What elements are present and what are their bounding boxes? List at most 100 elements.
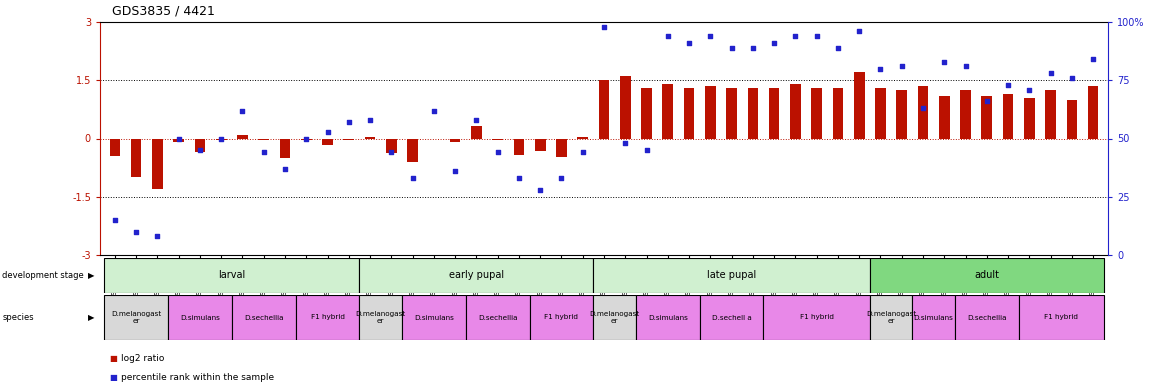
Bar (322, 139, 332, 146)
Bar (870, 258, 1104, 293)
Point (296, 136, 315, 142)
Text: ■: ■ (109, 373, 117, 382)
Point (233, 108, 251, 114)
Text: adult: adult (974, 270, 999, 280)
Bar (1067, 100, 1077, 139)
Point (276, 166, 294, 172)
Point (403, 175, 422, 181)
Bar (110, 139, 120, 156)
Point (510, 175, 528, 181)
Point (530, 187, 549, 193)
Bar (705, 86, 716, 139)
Point (212, 136, 230, 142)
Bar (620, 76, 631, 139)
Bar (258, 139, 269, 140)
Text: late pupal: late pupal (708, 270, 756, 280)
Bar (763, 295, 870, 340)
Bar (131, 139, 141, 177)
Bar (152, 139, 163, 189)
Bar (870, 295, 913, 340)
Point (1020, 86, 1039, 93)
Point (489, 149, 507, 156)
Point (148, 233, 167, 240)
Bar (104, 258, 359, 293)
Text: log2 ratio: log2 ratio (120, 354, 164, 363)
Bar (237, 136, 248, 139)
Point (339, 119, 358, 125)
Bar (769, 88, 779, 139)
Bar (359, 295, 402, 340)
Point (616, 140, 635, 146)
Text: larval: larval (218, 270, 245, 280)
Text: ▶: ▶ (88, 313, 94, 322)
Bar (280, 139, 291, 158)
Bar (365, 137, 375, 139)
Text: D.sechellia: D.sechellia (244, 314, 284, 321)
Bar (492, 139, 503, 140)
Bar (529, 295, 593, 340)
Bar (449, 139, 461, 142)
Bar (1019, 295, 1104, 340)
Bar (699, 295, 763, 340)
Point (999, 82, 1018, 88)
Text: GDS3835 / 4421: GDS3835 / 4421 (111, 4, 214, 17)
Bar (514, 139, 525, 155)
Point (659, 33, 677, 39)
Bar (359, 258, 593, 293)
Bar (636, 295, 699, 340)
Bar (174, 139, 184, 142)
Text: F1 hybrid: F1 hybrid (800, 314, 834, 321)
Point (914, 105, 932, 111)
Point (680, 40, 698, 46)
Bar (1087, 86, 1099, 139)
Bar (642, 88, 652, 139)
Bar (466, 295, 529, 340)
Text: percentile rank within the sample: percentile rank within the sample (120, 373, 274, 382)
Bar (386, 139, 397, 153)
Point (105, 217, 124, 223)
Text: D.simulans: D.simulans (179, 314, 220, 321)
Bar (939, 96, 950, 139)
Text: development stage: development stage (2, 271, 85, 280)
Text: D.sechell a: D.sechell a (712, 314, 752, 321)
Bar (104, 295, 168, 340)
Point (743, 45, 762, 51)
Bar (215, 139, 227, 140)
Text: D.simulans: D.simulans (413, 314, 454, 321)
Text: F1 hybrid: F1 hybrid (1045, 314, 1078, 321)
Text: D.sechellia: D.sechellia (478, 314, 518, 321)
Point (127, 228, 146, 235)
Text: D.simulans: D.simulans (914, 314, 953, 321)
Bar (402, 295, 466, 340)
Bar (295, 295, 359, 340)
Bar (833, 88, 843, 139)
Point (701, 33, 719, 39)
Text: D.melanogast
er: D.melanogast er (589, 311, 639, 324)
Bar (960, 90, 970, 139)
Point (382, 149, 401, 156)
Point (893, 63, 911, 70)
Point (1084, 56, 1102, 62)
Bar (726, 88, 736, 139)
Point (807, 33, 826, 39)
Bar (168, 295, 232, 340)
Bar (593, 295, 636, 340)
Point (425, 108, 444, 114)
Point (191, 147, 210, 153)
Bar (875, 88, 886, 139)
Point (871, 66, 889, 72)
Text: F1 hybrid: F1 hybrid (544, 314, 579, 321)
Text: D.melanogast
er: D.melanogast er (356, 311, 405, 324)
Point (977, 98, 996, 104)
Bar (812, 88, 822, 139)
Text: ▶: ▶ (88, 271, 94, 280)
Bar (1046, 90, 1056, 139)
Point (595, 23, 614, 30)
Bar (662, 84, 673, 139)
Bar (599, 80, 609, 139)
Point (637, 147, 655, 153)
Text: D.sechellia: D.sechellia (967, 314, 1006, 321)
Text: early pupal: early pupal (449, 270, 504, 280)
Point (850, 28, 868, 35)
Bar (896, 90, 907, 139)
